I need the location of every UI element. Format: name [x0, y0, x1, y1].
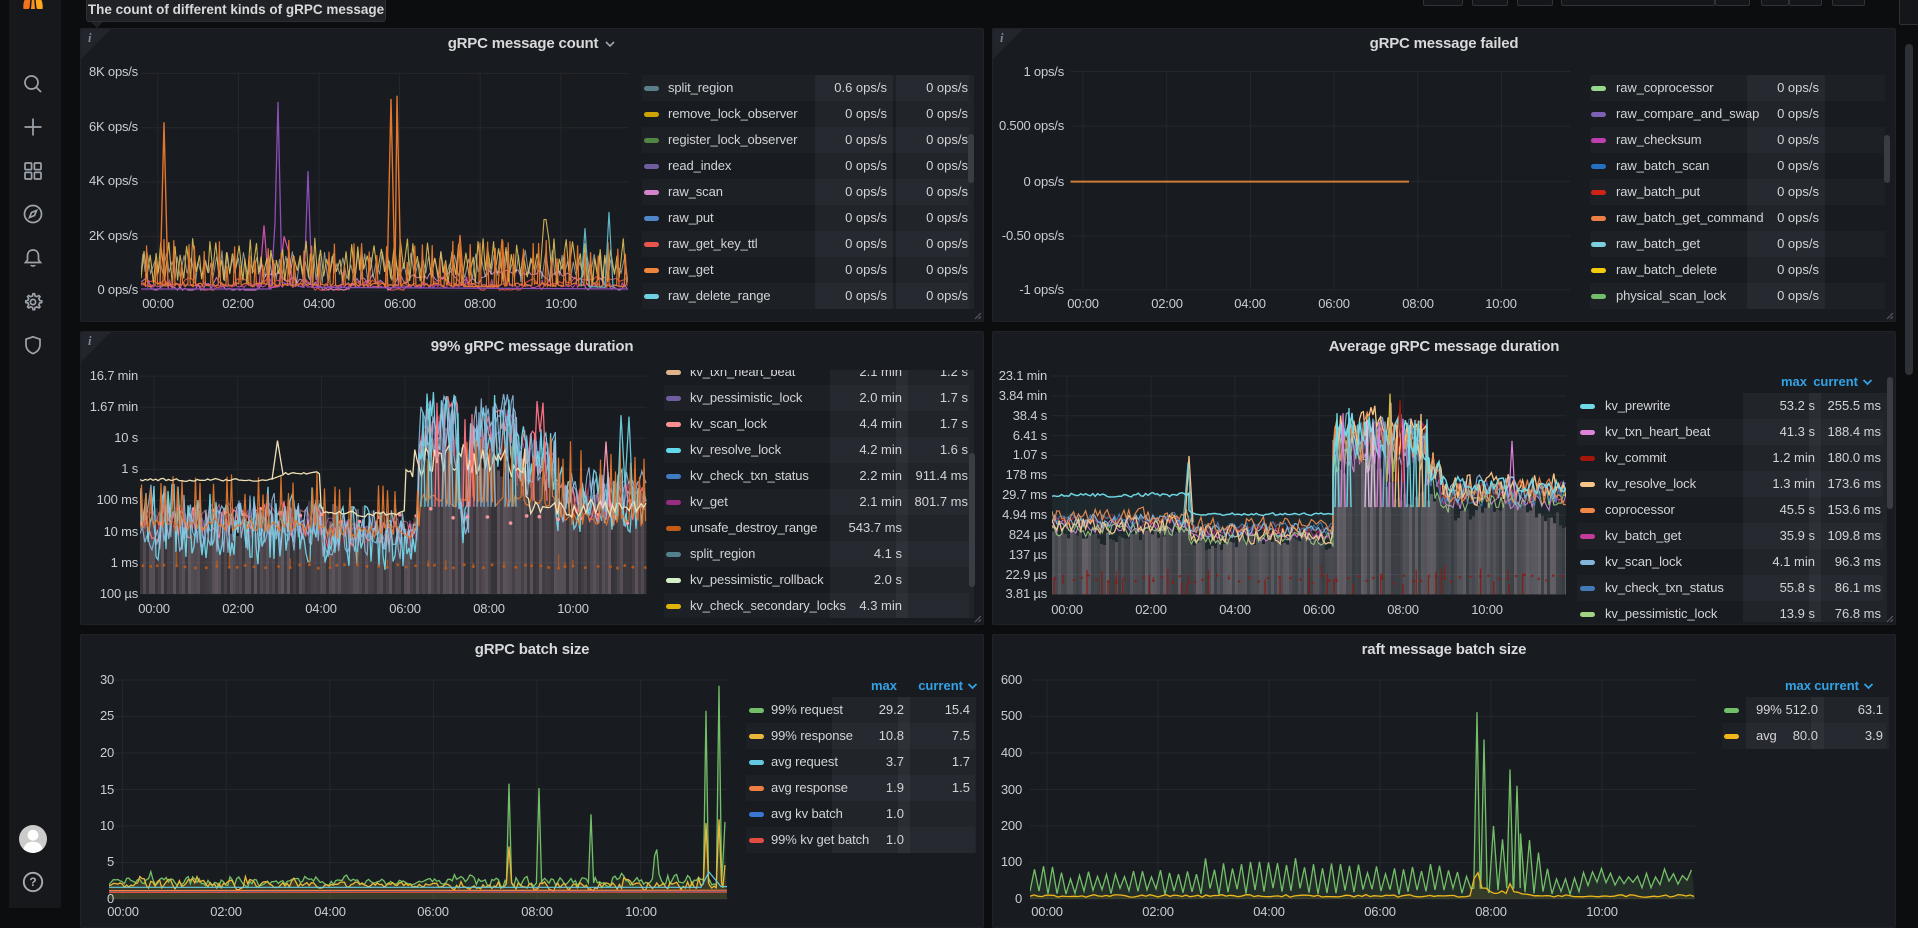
svg-text:?: ?	[29, 875, 36, 889]
